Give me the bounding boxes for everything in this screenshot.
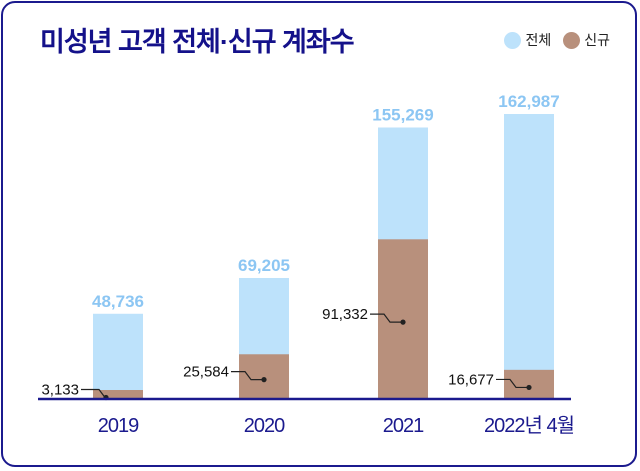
annotation-leader	[370, 313, 403, 323]
annotation-dot	[261, 377, 267, 383]
legend-label-new: 신규	[584, 32, 610, 48]
legend-swatch-new	[563, 31, 581, 49]
data-label-total: 162,987	[498, 92, 559, 111]
x-tick-label: 2020	[244, 415, 285, 437]
data-label-new: 25,584	[183, 364, 229, 381]
chart-title: 미성년 고객 전체·신규 계좌수	[40, 27, 355, 57]
legend-label-total: 전체	[525, 32, 552, 48]
data-label-new: 3,133	[41, 382, 79, 399]
data-label-new: 16,677	[448, 371, 494, 388]
x-tick-label: 2022년 4월	[484, 414, 574, 437]
data-label-total: 48,736	[92, 292, 144, 311]
x-tick-label: 2019	[98, 415, 139, 437]
annotation-dot	[400, 319, 406, 325]
legend-item-new: 신규	[563, 30, 610, 50]
legend-item-total: 전체	[504, 30, 551, 50]
legend-swatch-total	[504, 31, 522, 49]
legend: 전체 신규	[498, 30, 610, 50]
bar-new	[504, 369, 554, 399]
data-label-total: 69,205	[238, 256, 290, 275]
data-label-new: 91,332	[322, 306, 368, 323]
bar-new	[239, 354, 289, 399]
bar-new	[93, 390, 143, 399]
bar-new	[378, 239, 428, 399]
data-label-total: 155,269	[372, 105, 433, 124]
bar-total	[93, 313, 143, 399]
bar-total	[504, 114, 554, 399]
annotation-leader	[496, 378, 529, 389]
annotation-dot	[526, 384, 532, 391]
annotation-leader	[231, 371, 264, 381]
x-tick-label: 2021	[383, 415, 424, 437]
